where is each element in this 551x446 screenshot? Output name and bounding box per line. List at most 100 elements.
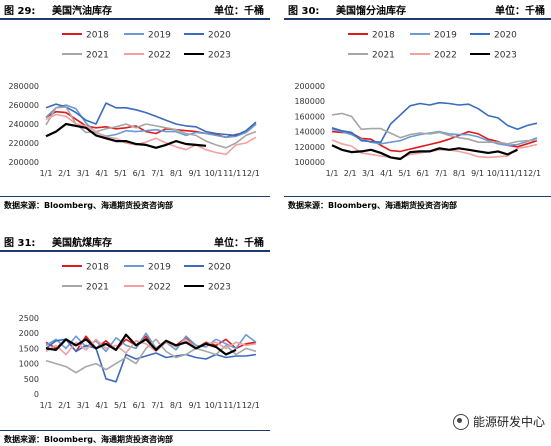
legend-label-2019: 2019 [434,31,457,41]
legend-label-2018: 2018 [86,263,109,273]
chart-unit: 单位：千桶 [214,6,264,17]
series-line-2020 [331,101,538,143]
watermark: 能源研发中心 [452,413,545,430]
series-line-2020 [45,338,257,383]
chart-header: 图 29: 美国汽油库存 单位：千桶 [0,0,270,20]
legend-label-2019: 2019 [148,31,171,41]
series-line-2021 [331,112,538,145]
source-note: 数据来源：Bloomberg、海通期货投资咨询部 [0,430,270,445]
chart-distillate: 2018 2019 2020 2021 2022 2023 200000 180000 1600… [294,31,541,179]
x-tick-label: 5/1 [398,169,411,178]
x-tick-label: 1/1 [326,169,339,178]
series-line-2020 [45,102,257,137]
chart-panel-jetfuel: 图 31: 美国航煤库存 单位：千桶 2018 2019 2020 2021 2022 2… [0,232,270,446]
x-tick-label: 7/1 [151,401,164,410]
chart-jetfuel: 2018 2019 2020 2021 2022 2023 2500 2000 1500 1000… [19,263,260,411]
figure-number: 图 31: [4,238,36,249]
x-tick-label: 1/1 [40,401,53,410]
y-tick-label: 2000 [19,329,39,338]
legend-label-2023: 2023 [208,51,231,61]
legend-label-2022: 2022 [148,283,171,293]
chart-title: 美国汽油库存 [52,6,112,17]
series-line-2023 [45,333,237,356]
figure-number: 图 30: [288,6,320,17]
y-tick-label: 200000 [8,158,39,167]
y-tick-label: 260000 [8,101,39,110]
x-tick-label: 6/1 [417,169,430,178]
y-tick-label: 1500 [19,344,39,353]
series-line-2021 [45,106,257,149]
chart-title: 美国航煤库存 [52,238,112,249]
x-tick-label: 8/1 [453,169,466,178]
x-tick-label: 7/1 [151,169,164,178]
legend-label-2021: 2021 [86,51,109,61]
x-tick-label: 8/1 [170,401,183,410]
y-tick-label: 200000 [294,82,325,91]
series-line-2023 [45,122,207,149]
x-tick-label: 10/1 [205,401,223,410]
chart-title: 美国馏分油库存 [336,6,406,17]
x-tick-label: 2/1 [58,401,71,410]
y-tick-label: 2500 [19,314,39,323]
x-tick-label: 11/1 [223,401,241,410]
legend-label-2021: 2021 [372,51,395,61]
x-tick-label: 1/1 [40,169,53,178]
x-tick-label: 12/1 [242,401,260,410]
x-tick-label: 12/1 [242,169,260,178]
y-tick-label: 0 [34,390,39,399]
x-tick-label: 8/1 [170,169,183,178]
x-tick-label: 5/1 [114,401,127,410]
x-tick-label: 6/1 [133,169,146,178]
legend-label-2022: 2022 [434,51,457,61]
x-tick-label: 11/1 [223,169,241,178]
legend-label-2021: 2021 [86,283,109,293]
legend-label-2020: 2020 [208,263,231,273]
y-tick-label: 500 [24,375,39,384]
y-tick-label: 1000 [19,360,39,369]
chart-header: 图 30: 美国馏分油库存 单位：千桶 [284,0,551,20]
y-tick-label: 120000 [294,143,325,152]
chart-panel-distillate: 图 30: 美国馏分油库存 单位：千桶 2018 2019 2020 2021 2022… [284,0,551,218]
y-tick-label: 160000 [294,112,325,121]
watermark-text: 能源研发中心 [472,415,545,429]
x-tick-label: 11/1 [505,169,523,178]
source-note: 数据来源：Bloomberg、海通期货投资咨询部 [0,196,270,211]
x-tick-label: 3/1 [77,401,90,410]
x-tick-label: 4/1 [95,401,108,410]
y-tick-label: 240000 [8,120,39,129]
legend-label-2020: 2020 [208,31,231,41]
chart-unit: 单位：千桶 [214,238,264,249]
x-tick-label: 9/1 [189,401,202,410]
y-tick-label: 180000 [294,97,325,106]
x-tick-label: 4/1 [380,169,393,178]
x-tick-label: 3/1 [362,169,375,178]
series-line-2022 [45,338,257,356]
x-tick-label: 2/1 [58,169,71,178]
legend-label-2023: 2023 [494,51,517,61]
legend-label-2018: 2018 [372,31,395,41]
x-tick-label: 4/1 [95,169,108,178]
x-tick-label: 9/1 [471,169,484,178]
x-tick-label: 9/1 [189,169,202,178]
legend-label-2023: 2023 [208,283,231,293]
x-tick-label: 3/1 [77,169,90,178]
y-tick-label: 220000 [8,139,39,148]
legend-label-2018: 2018 [86,31,109,41]
legend-label-2019: 2019 [148,263,171,273]
series-line-2023 [331,144,518,161]
figure-number: 图 29: [4,6,36,17]
x-tick-label: 6/1 [133,401,146,410]
x-tick-label: 2/1 [344,169,357,178]
wechat-icon [452,413,469,430]
x-tick-label: 12/1 [523,169,541,178]
y-tick-label: 100000 [294,158,325,167]
y-tick-label: 280000 [8,82,39,91]
legend-label-2020: 2020 [494,31,517,41]
y-tick-label: 140000 [294,128,325,137]
chart-unit: 单位：千桶 [495,6,545,17]
x-tick-label: 5/1 [114,169,127,178]
x-tick-label: 7/1 [435,169,448,178]
legend-label-2022: 2022 [148,51,171,61]
x-tick-label: 10/1 [487,169,505,178]
chart-gasoline: 2018 2019 2020 2021 2022 2023 280000 260000 2400… [8,31,260,179]
